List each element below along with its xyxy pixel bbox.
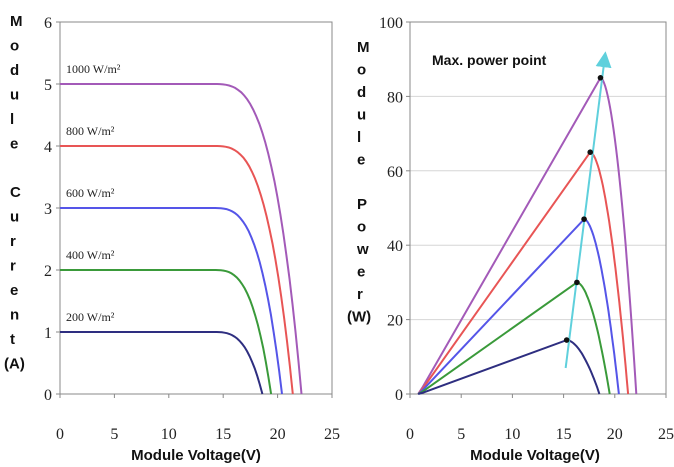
- iv-y-label-char: r: [10, 233, 16, 250]
- iv-y-tick-label: 2: [44, 263, 52, 280]
- pv-y-tick-label: 100: [379, 15, 403, 32]
- pv-y-label-char: P: [357, 196, 367, 213]
- pv-x-tick-label: 5: [457, 426, 465, 443]
- iv-series-label: 400 W/m²: [66, 248, 115, 262]
- pv-y-tick-label: 80: [387, 89, 403, 106]
- pv-series-line: [417, 339, 601, 395]
- pv-y-tick-label: 20: [387, 313, 403, 330]
- pv-y-tick-label: 40: [387, 238, 403, 255]
- iv-y-label-char: C: [10, 184, 21, 201]
- pv-mpp-annotation: Max. power point: [432, 52, 547, 68]
- iv-y-label-char: t: [10, 331, 15, 348]
- iv-series-line: [60, 145, 294, 395]
- pv-series-line: [417, 150, 630, 395]
- pv-y-label-char: d: [357, 84, 366, 101]
- pv-y-label-char: o: [357, 62, 366, 79]
- pv-mpp-point: [574, 279, 580, 286]
- pv-y-tick-label: 60: [387, 164, 403, 181]
- pv-y-label-char: M: [357, 39, 370, 56]
- pv-mpp-trend-arrow: [564, 51, 612, 369]
- iv-y-tick-label: 5: [44, 77, 52, 94]
- iv-y-label-char: r: [10, 258, 16, 275]
- iv-series-label: 600 W/m²: [66, 186, 115, 200]
- iv-x-ticks: 0 5 10 15 20 25: [56, 394, 340, 443]
- pv-x-tick-label: 25: [658, 426, 674, 443]
- pv-series-line: [417, 281, 611, 395]
- iv-x-axis-label: Module Voltage(V): [131, 447, 261, 464]
- iv-y-label-char: l: [10, 111, 14, 128]
- pv-mpp-point: [597, 75, 604, 81]
- iv-series-label: 1000 W/m²: [66, 62, 121, 76]
- pv-mpp-point: [587, 149, 594, 155]
- iv-series-group: 1000 W/m² 800 W/m² 600 W/m² 400 W/m² 200 W/m…: [60, 62, 303, 395]
- iv-x-tick-label: 5: [110, 426, 118, 443]
- iv-x-tick-label: 0: [56, 426, 64, 443]
- iv-y-label-char: u: [10, 209, 19, 226]
- pv-mpp-point: [563, 337, 570, 343]
- pv-y-label-char: (W): [347, 309, 371, 326]
- iv-series-line: [60, 207, 283, 395]
- iv-y-label-char: d: [10, 62, 19, 79]
- iv-series-line: [60, 331, 264, 395]
- pv-y-label-char: e: [357, 264, 365, 281]
- iv-series-line: [60, 83, 303, 395]
- iv-x-tick-label: 25: [324, 426, 340, 443]
- pv-mpp-group: [563, 51, 612, 369]
- pv-x-ticks: 0 5 10 15 20 25: [406, 394, 674, 443]
- iv-y-tick-label: 4: [44, 139, 52, 156]
- iv-y-tick-label: 1: [44, 325, 52, 342]
- pv-x-axis-label: Module Voltage(V): [470, 447, 600, 464]
- pv-x-tick-label: 15: [556, 426, 572, 443]
- pv-x-tick-label: 20: [607, 426, 623, 443]
- iv-series-line: [60, 269, 273, 395]
- iv-y-label-char: u: [10, 87, 19, 104]
- iv-y-label-char: n: [10, 307, 19, 324]
- iv-y-tick-label: 3: [44, 201, 52, 218]
- iv-y-label-char: (A): [4, 356, 25, 373]
- iv-y-tick-label: 6: [44, 15, 52, 32]
- iv-series-label: 800 W/m²: [66, 124, 115, 138]
- pv-series-group: [417, 76, 638, 395]
- iv-x-tick-label: 15: [215, 426, 231, 443]
- pv-y-label-char: r: [357, 286, 363, 303]
- pv-y-label-char: l: [357, 129, 361, 146]
- iv-y-tick-label: 0: [44, 387, 52, 404]
- iv-y-label-char: e: [10, 136, 18, 153]
- iv-series-label: 200 W/m²: [66, 310, 115, 324]
- pv-y-label-char: o: [357, 219, 366, 236]
- pv-mpp-point: [581, 216, 587, 222]
- pv-series-line: [417, 76, 638, 395]
- pv-grid: [410, 21, 666, 395]
- iv-x-tick-label: 20: [270, 426, 286, 443]
- iv-x-tick-label: 10: [161, 426, 177, 443]
- pv-series-line: [417, 218, 620, 395]
- pv-y-ticks: 0 20 40 60 80 100: [379, 15, 410, 404]
- iv-y-label-char: o: [10, 38, 19, 55]
- pv-y-tick-label: 0: [395, 387, 403, 404]
- iv-y-ticks: 0 1 2 3 4 5 6: [44, 15, 60, 404]
- pv-y-label-char: u: [357, 107, 366, 124]
- pv-y-label-char: w: [356, 241, 369, 258]
- iv-y-label-char: M: [10, 13, 23, 30]
- pv-y-label-char: e: [357, 152, 365, 169]
- pv-x-tick-label: 10: [504, 426, 520, 443]
- iv-y-label-char: e: [10, 282, 18, 299]
- iv-chart: 0 1 2 3 4 5 6 0 5 10 15 20 25 1000 W/m² 800 W/m² 600 …: [4, 13, 340, 464]
- pv-plot-area: [409, 21, 667, 395]
- pv-x-tick-label: 0: [406, 426, 414, 443]
